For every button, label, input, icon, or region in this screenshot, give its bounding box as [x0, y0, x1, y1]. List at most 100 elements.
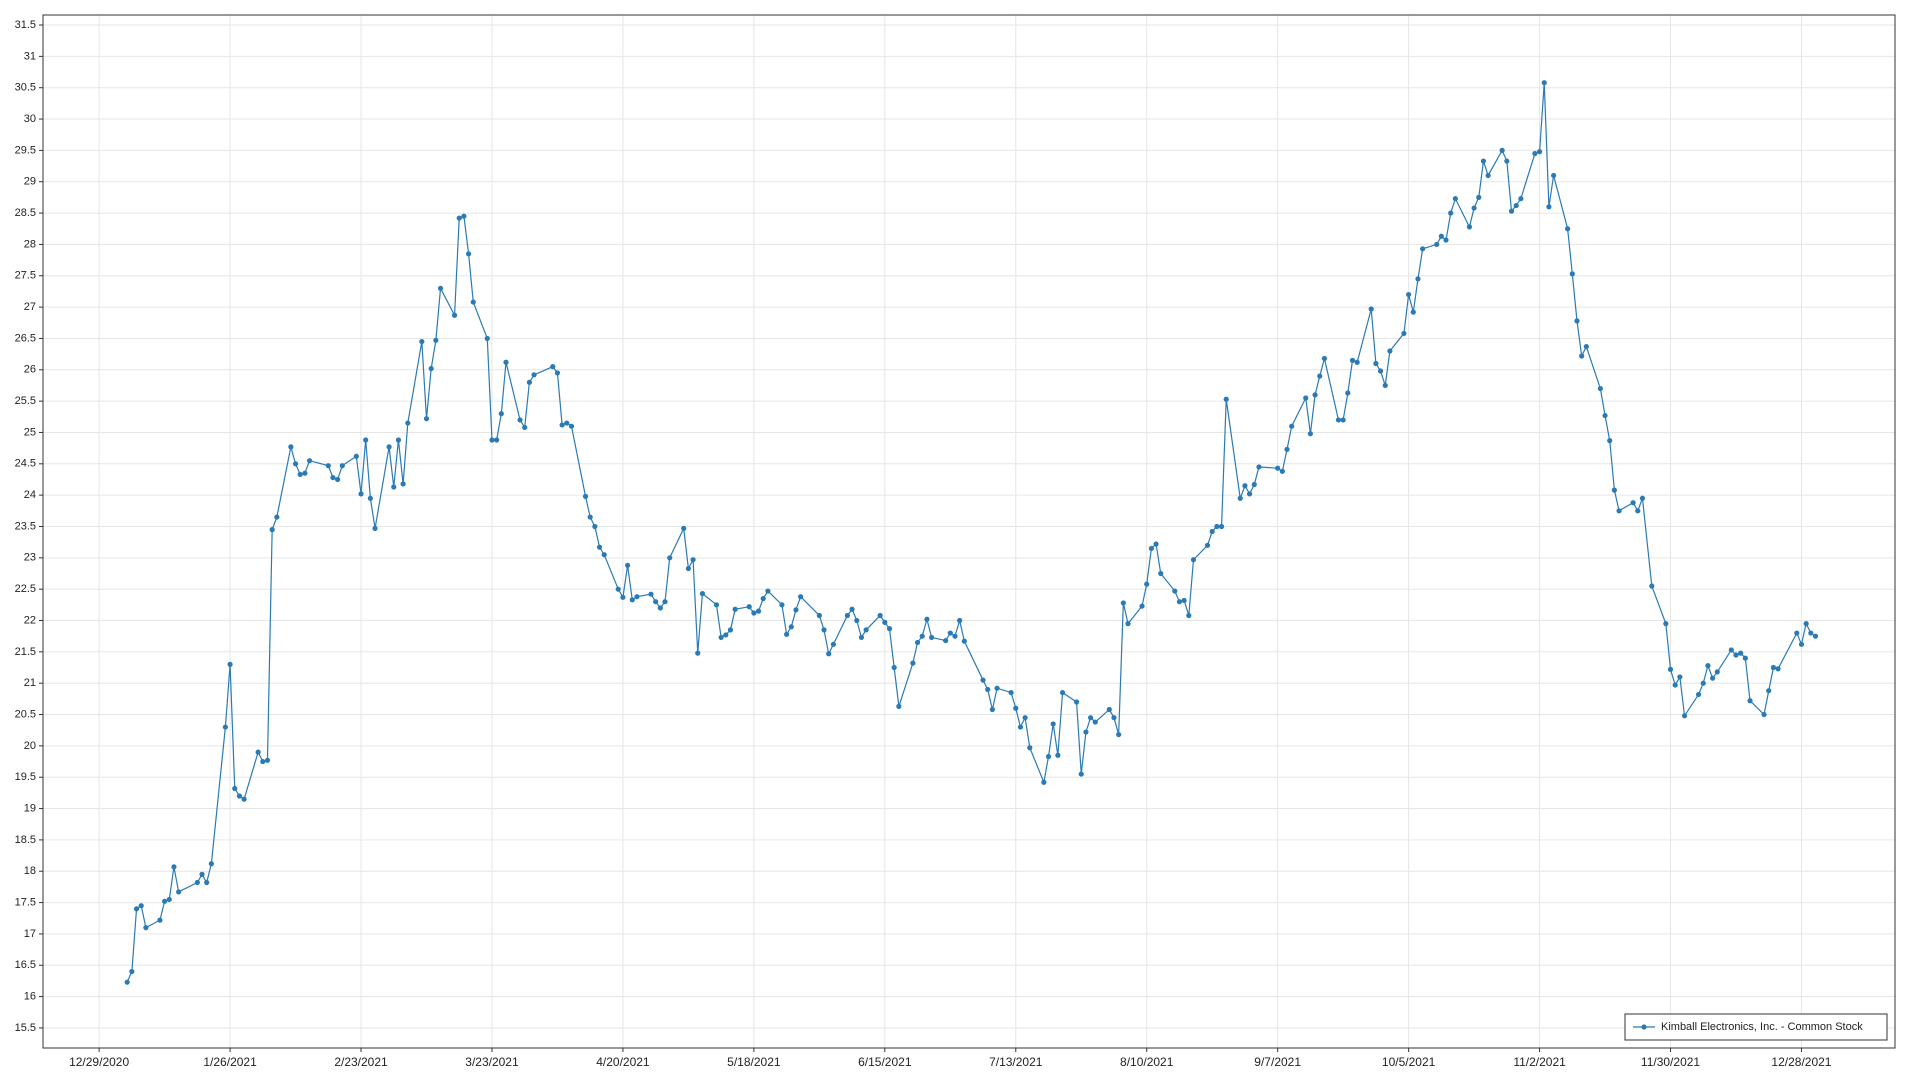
data-point	[484, 335, 490, 342]
data-point	[1466, 224, 1473, 230]
data-point	[171, 864, 177, 870]
data-point	[723, 632, 729, 638]
data-point	[222, 724, 228, 730]
data-point	[176, 889, 182, 895]
data-point	[1158, 570, 1164, 577]
data-point	[620, 594, 626, 600]
data-point	[1041, 779, 1047, 785]
data-point	[1602, 412, 1608, 419]
data-point	[980, 677, 986, 683]
data-point	[1209, 528, 1215, 535]
data-point	[1373, 360, 1379, 367]
series-line	[126, 82, 1816, 983]
data-point	[1059, 689, 1066, 696]
data-point	[681, 525, 687, 531]
y-tick-label: 27.5	[15, 270, 36, 282]
x-tick-label: 7/13/2021	[989, 1055, 1043, 1069]
data-point	[1630, 500, 1636, 506]
data-point	[1733, 652, 1739, 658]
data-point	[1738, 650, 1744, 656]
data-point	[1410, 309, 1416, 315]
data-point	[1766, 688, 1772, 694]
data-point	[522, 424, 528, 431]
legend-label: Kimball Electronics, Inc. - Common Stock	[1661, 1021, 1863, 1033]
data-point	[461, 213, 467, 219]
x-tick-label: 1/26/2021	[203, 1055, 257, 1069]
data-point	[1139, 603, 1145, 609]
data-point	[690, 557, 696, 563]
y-tick-label: 21	[24, 677, 36, 689]
data-point	[1022, 715, 1028, 721]
data-point	[713, 602, 720, 608]
data-point	[1681, 713, 1688, 719]
data-point	[1401, 330, 1407, 337]
data-point	[241, 796, 247, 802]
data-point	[798, 594, 804, 600]
data-point	[1508, 208, 1515, 214]
data-point	[1546, 204, 1552, 210]
data-point	[1013, 705, 1019, 711]
data-point	[699, 590, 706, 597]
data-point	[695, 650, 701, 656]
data-point	[1307, 431, 1314, 437]
data-point	[1045, 753, 1052, 760]
y-tick-label: 21.5	[15, 646, 36, 658]
data-point	[1335, 417, 1342, 423]
data-point	[199, 871, 205, 877]
y-tick-label: 25.5	[15, 395, 36, 407]
x-tick-label: 3/23/2021	[465, 1055, 519, 1069]
data-point	[1349, 357, 1356, 363]
y-tick-label: 28.5	[15, 207, 36, 219]
data-point	[433, 337, 439, 343]
data-point	[1204, 542, 1211, 548]
data-point	[391, 484, 397, 490]
data-point	[914, 639, 921, 646]
data-point	[582, 493, 589, 499]
data-point	[629, 597, 635, 603]
data-point	[1518, 196, 1524, 202]
data-point	[760, 595, 766, 602]
data-point	[653, 599, 659, 605]
data-point	[1695, 691, 1702, 698]
data-point	[386, 444, 392, 450]
data-point	[1536, 149, 1543, 155]
data-point	[601, 552, 607, 558]
data-point	[793, 607, 799, 613]
data-point	[531, 372, 537, 378]
data-point	[1387, 348, 1393, 354]
data-point	[667, 555, 673, 561]
data-point	[1279, 468, 1285, 474]
x-tick-label: 8/10/2021	[1120, 1055, 1174, 1069]
data-point	[779, 602, 785, 608]
data-point	[1317, 373, 1323, 379]
data-point	[1443, 237, 1449, 243]
y-tick-label: 17.5	[15, 896, 36, 908]
y-tick-label: 28	[24, 238, 36, 250]
data-point	[451, 312, 458, 318]
data-point	[1073, 699, 1080, 705]
data-point	[1476, 194, 1482, 201]
data-point	[1247, 491, 1253, 497]
data-point	[816, 612, 822, 619]
data-point	[1354, 359, 1360, 365]
data-point	[526, 379, 532, 385]
data-point	[1116, 731, 1122, 738]
data-point	[943, 637, 949, 644]
data-point	[985, 686, 991, 693]
data-point	[830, 641, 836, 647]
data-point	[1111, 715, 1117, 721]
data-point	[255, 749, 261, 755]
data-point	[989, 706, 995, 713]
y-tick-label: 16.5	[15, 959, 36, 971]
data-point	[1798, 641, 1805, 647]
data-point	[592, 523, 598, 530]
data-point	[1027, 745, 1033, 751]
y-tick-label: 30	[24, 113, 36, 125]
data-point	[269, 527, 275, 533]
y-tick-label: 18.5	[15, 834, 36, 846]
data-point	[1284, 446, 1290, 452]
data-point	[1742, 655, 1748, 661]
x-tick-label: 12/28/2021	[1771, 1055, 1831, 1069]
data-point	[1368, 306, 1374, 312]
